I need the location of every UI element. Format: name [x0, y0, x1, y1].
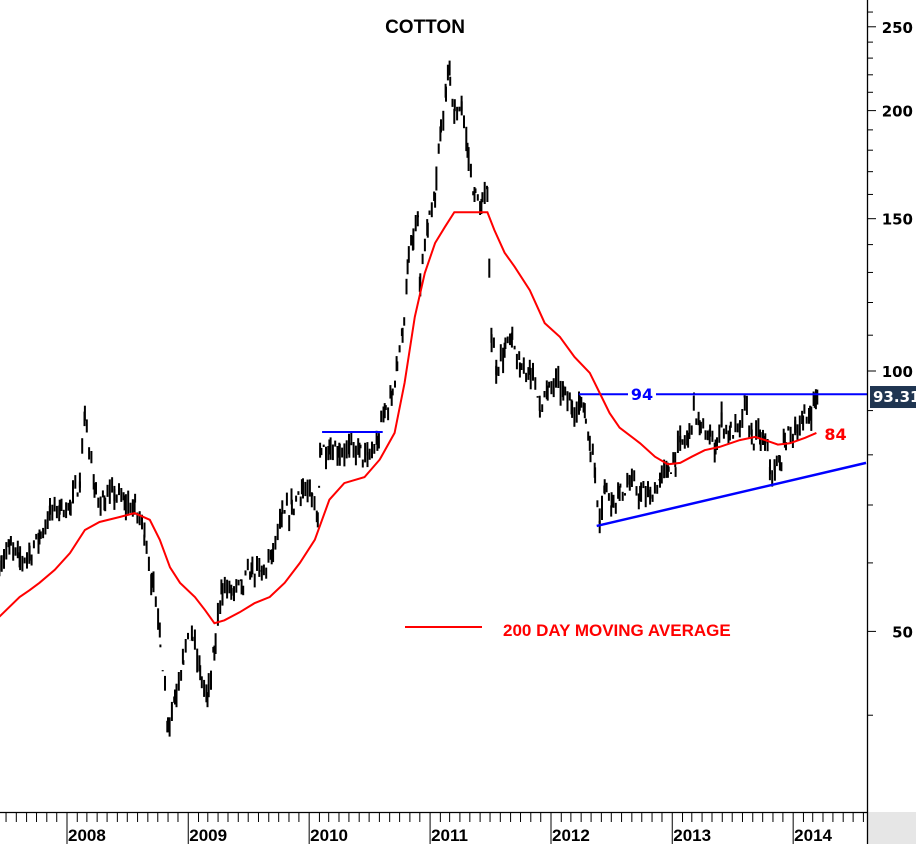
support-trendline: [596, 461, 867, 528]
x-tick-label: 2009: [189, 826, 227, 844]
price-bars: [0, 60, 819, 737]
chart-title: COTTON: [385, 17, 465, 38]
legend: 200 DAY MOVING AVERAGE: [405, 621, 731, 640]
x-tick-label: 2010: [310, 826, 348, 844]
y-tick-label: 150: [882, 211, 913, 229]
x-tick-label: 2014: [794, 826, 832, 844]
last-price-label: 93.31: [873, 388, 916, 406]
y-tick-label: 50: [892, 623, 913, 641]
last-price-box: [870, 386, 916, 409]
moving-average-line: [0, 211, 817, 625]
x-tick-label: 2011: [431, 826, 468, 844]
x-ticks: 2008 2009 2010 2011 2012 2013 2014: [5, 812, 864, 844]
y-tick-label: 100: [882, 363, 913, 381]
last-price-marker: 93.31: [870, 386, 916, 409]
y-ticks: 250 200 150 100 50: [867, 11, 913, 716]
resistance-label: 94: [631, 385, 653, 404]
trendlines: 94: [322, 385, 867, 528]
ma-end-label: 84: [824, 425, 846, 444]
x-tick-label: 2012: [552, 826, 590, 844]
x-tick-label: 2008: [68, 826, 106, 844]
y-tick-label: 250: [882, 19, 913, 37]
x-tick-label: 2013: [673, 826, 711, 844]
legend-ma-label: 200 DAY MOVING AVERAGE: [503, 621, 731, 640]
corner-box: [868, 812, 916, 844]
y-tick-label: 200: [882, 103, 913, 121]
